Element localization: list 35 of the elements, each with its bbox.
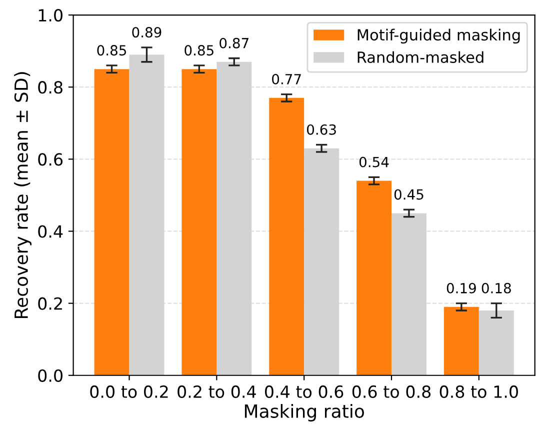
y-tick-label: 0.6 xyxy=(38,153,63,166)
data-label: 0.85 xyxy=(97,45,126,56)
data-label: 0.87 xyxy=(220,38,248,48)
data-label: 0.54 xyxy=(359,156,389,168)
bar xyxy=(356,180,392,376)
data-label: 0.63 xyxy=(307,124,336,135)
data-label: 0.85 xyxy=(184,45,214,56)
x-axis-title: Masking ratio xyxy=(244,404,364,422)
bar xyxy=(304,148,340,376)
x-tick-label: 0.8 to 1.0 xyxy=(440,385,518,398)
bar xyxy=(444,306,479,376)
bar xyxy=(216,62,252,376)
data-label: 0.19 xyxy=(446,282,476,294)
y-tick-label: 0.8 xyxy=(38,81,62,94)
bar xyxy=(391,213,426,376)
bar xyxy=(129,54,164,376)
x-tick-label: 0.2 to 0.4 xyxy=(178,385,256,398)
data-label: 0.77 xyxy=(272,74,301,84)
data-label: 0.45 xyxy=(394,189,424,200)
x-tick-label: 0.4 to 0.6 xyxy=(265,385,344,398)
y-tick-label: 0.4 xyxy=(38,225,63,238)
data-label: 0.18 xyxy=(482,282,511,294)
legend-label: Motif-guided masking xyxy=(358,28,520,44)
legend-label: Random-masked xyxy=(358,51,484,64)
x-tick-label: 0.0 to 0.2 xyxy=(90,385,168,398)
x-tick-label: 0.6 to 0.8 xyxy=(352,385,431,398)
y-tick-label: 0.0 xyxy=(38,369,62,382)
bar xyxy=(94,69,130,376)
y-tick-label: 1.0 xyxy=(38,8,62,22)
bar xyxy=(478,310,514,376)
y-axis-title: Recovery rate (mean ± SD) xyxy=(14,72,32,318)
y-tick-label: 0.2 xyxy=(38,297,62,310)
bar xyxy=(269,98,304,376)
bar xyxy=(182,69,217,376)
data-label: 0.89 xyxy=(132,27,162,38)
